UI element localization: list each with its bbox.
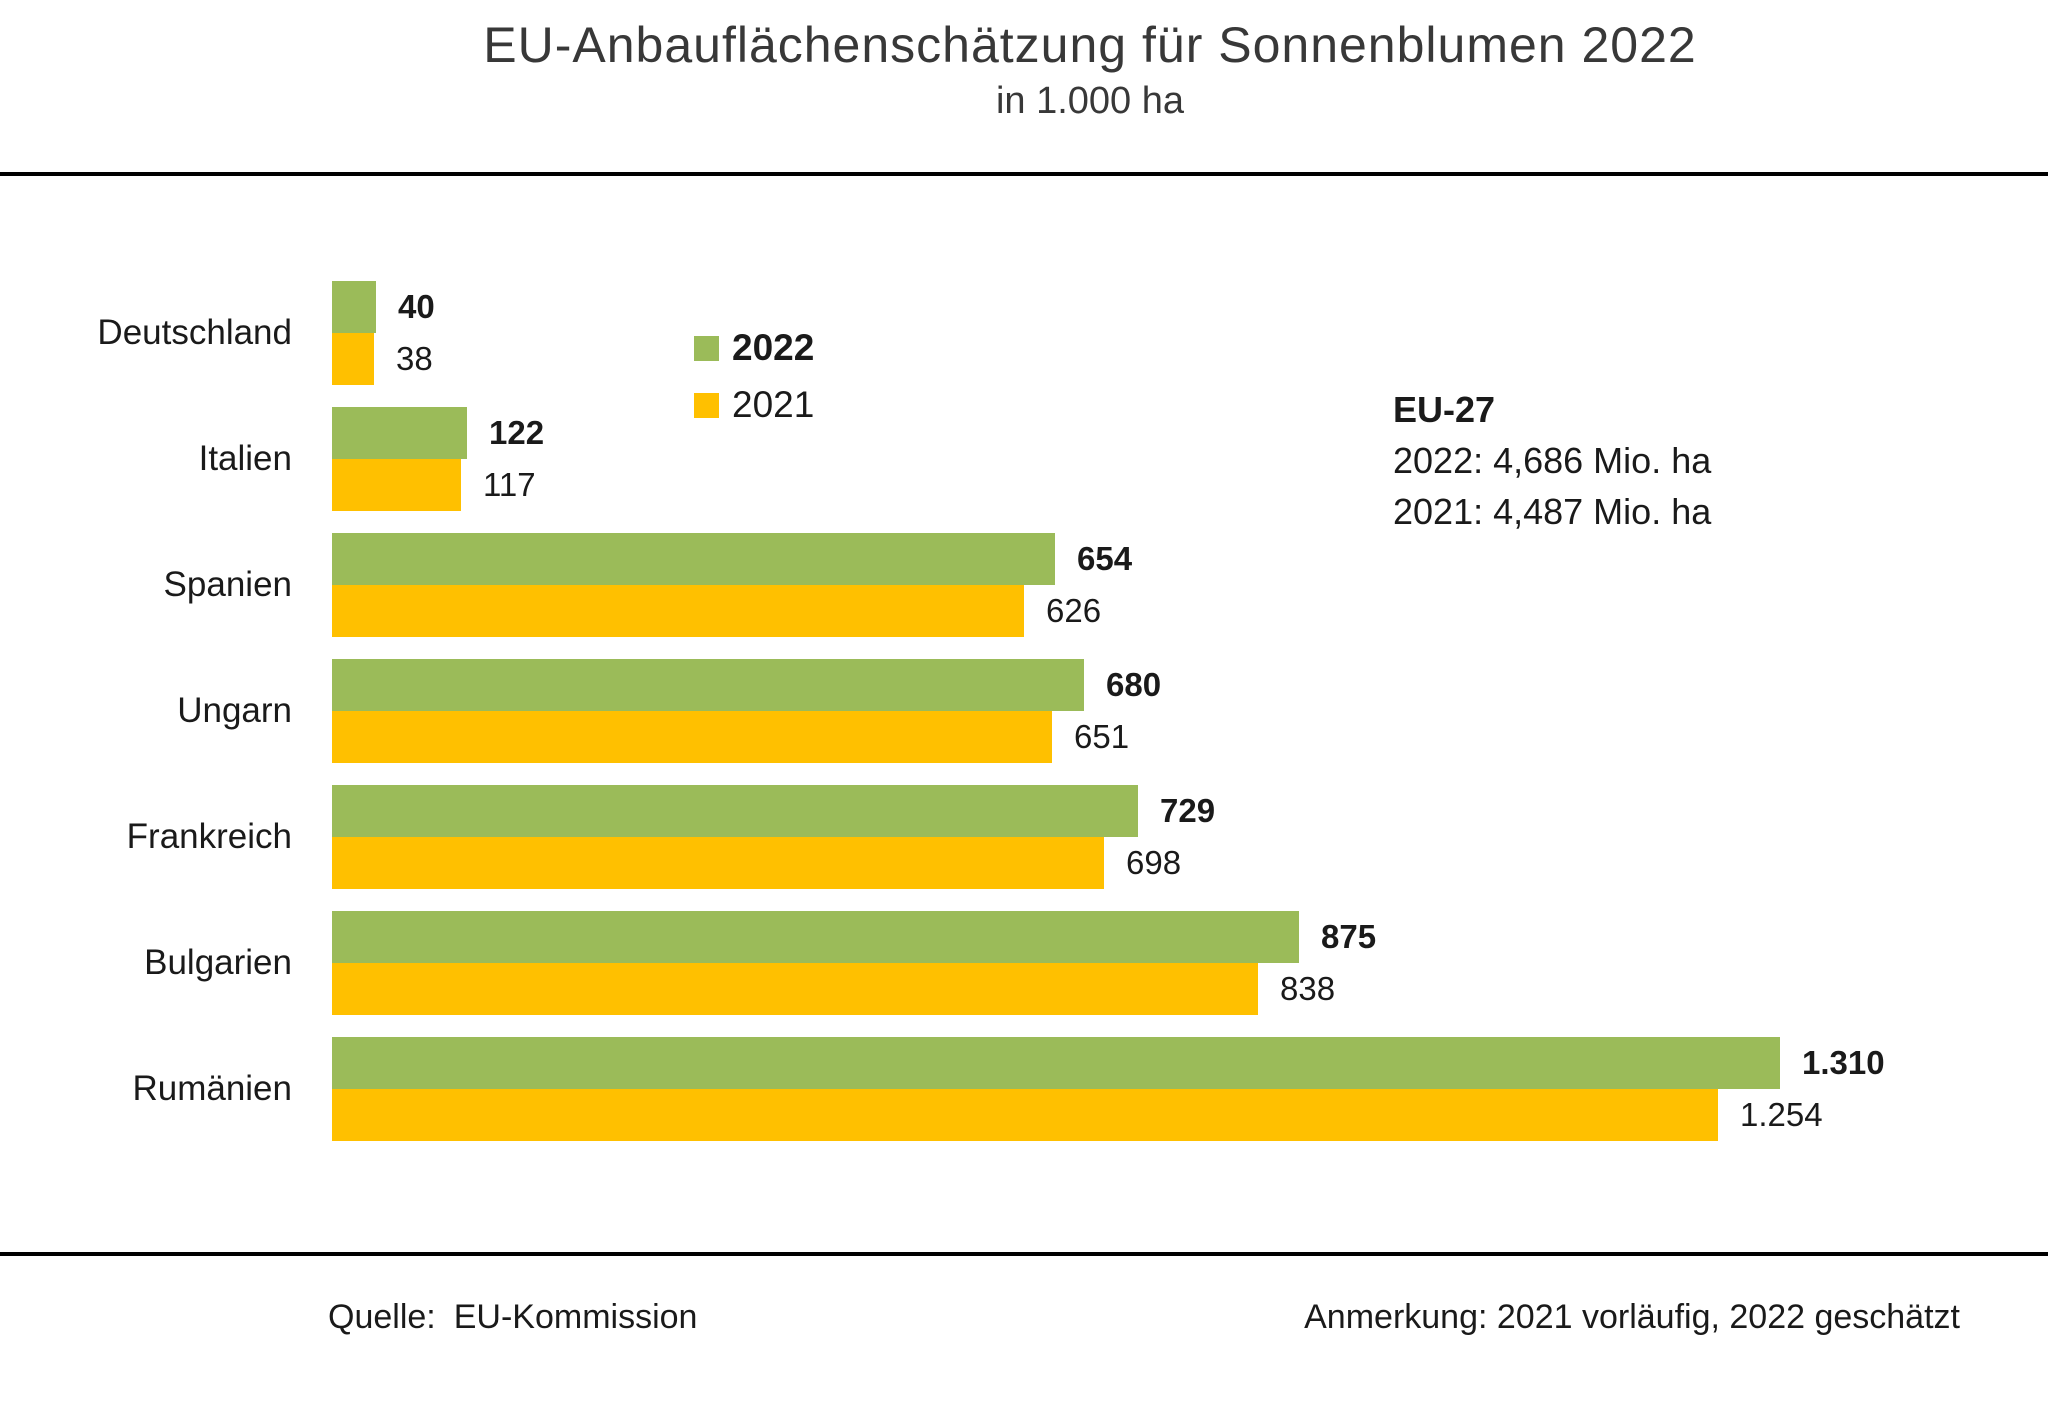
value-label-2021-ungarn: 651 bbox=[1074, 718, 1130, 755]
value-label-2022-spanien: 654 bbox=[1077, 540, 1133, 577]
bar-2022-bulgarien bbox=[332, 911, 1299, 963]
bar-2022-frankreich bbox=[332, 785, 1138, 837]
bar-2021-italien bbox=[332, 459, 461, 511]
legend-label-2022: 2022 bbox=[732, 327, 815, 368]
value-label-2022-italien: 122 bbox=[489, 414, 545, 451]
value-label-2021-bulgarien: 838 bbox=[1280, 970, 1336, 1007]
bar-2022-spanien bbox=[332, 533, 1055, 585]
chart-subtitle: in 1.000 ha bbox=[995, 80, 1185, 122]
category-label-deutschland: Deutschland bbox=[97, 313, 292, 352]
bar-2022-ungarn bbox=[332, 659, 1084, 711]
category-label-rumanien: Rumänien bbox=[132, 1069, 292, 1108]
source-value: EU-Kommission bbox=[453, 1298, 698, 1336]
top-divider bbox=[0, 172, 2048, 176]
eu27-line-2021: 2021: 4,487 Mio. ha bbox=[1393, 491, 1712, 532]
eu27-annotation: EU-27 2022: 4,686 Mio. ha 2021: 4,487 Mi… bbox=[1393, 384, 1711, 537]
value-label-2021-rumanien: 1.254 bbox=[1740, 1096, 1823, 1133]
source-note: Quelle: EU-Kommission bbox=[328, 1295, 697, 1339]
category-label-italien: Italien bbox=[198, 439, 292, 478]
bar-2021-rumanien bbox=[332, 1089, 1718, 1141]
bar-2021-ungarn bbox=[332, 711, 1052, 763]
category-label-bulgarien: Bulgarien bbox=[144, 943, 292, 982]
bar-chart-plot: Deutschland 40 38 Italien 122 117 Spanien 654 62… bbox=[97, 281, 1885, 1141]
remark-note: Anmerkung: 2021 vorläufig, 2022 geschätz… bbox=[1304, 1298, 1960, 1336]
eu27-heading: EU-27 bbox=[1393, 389, 1496, 430]
value-label-2022-rumanien: 1.310 bbox=[1802, 1044, 1885, 1081]
value-label-2022-deutschland: 40 bbox=[398, 288, 435, 325]
value-label-2021-spanien: 626 bbox=[1046, 592, 1102, 629]
bar-2022-rumanien bbox=[332, 1037, 1780, 1089]
value-label-2022-frankreich: 729 bbox=[1160, 792, 1216, 829]
bottom-divider bbox=[0, 1252, 2048, 1256]
value-label-2021-frankreich: 698 bbox=[1126, 844, 1182, 881]
bar-2021-deutschland bbox=[332, 333, 374, 385]
legend-item-2022: 2022 bbox=[694, 326, 814, 370]
chart-title: EU-Anbauflächenschätzung für Sonnenblume… bbox=[483, 17, 1697, 73]
category-label-frankreich: Frankreich bbox=[126, 817, 292, 856]
legend-label-2021: 2021 bbox=[732, 384, 815, 425]
legend-swatch-2022 bbox=[694, 335, 719, 361]
bar-2021-bulgarien bbox=[332, 963, 1258, 1015]
value-label-2021-deutschland: 38 bbox=[396, 340, 433, 377]
bar-2022-italien bbox=[332, 407, 467, 459]
bar-2022-deutschland bbox=[332, 281, 376, 333]
source-label: Quelle: bbox=[328, 1298, 436, 1336]
value-label-2022-ungarn: 680 bbox=[1106, 666, 1162, 703]
chart-legend: 2022 2021 bbox=[694, 326, 814, 440]
category-label-spanien: Spanien bbox=[163, 565, 292, 604]
eu27-line-2022: 2022: 4,686 Mio. ha bbox=[1393, 440, 1712, 481]
value-label-2021-italien: 117 bbox=[483, 466, 536, 503]
legend-item-2021: 2021 bbox=[694, 383, 814, 427]
category-label-ungarn: Ungarn bbox=[177, 691, 292, 730]
value-label-2022-bulgarien: 875 bbox=[1321, 918, 1377, 955]
bar-2021-spanien bbox=[332, 585, 1024, 637]
bar-2021-frankreich bbox=[332, 837, 1104, 889]
legend-swatch-2021 bbox=[694, 392, 719, 418]
